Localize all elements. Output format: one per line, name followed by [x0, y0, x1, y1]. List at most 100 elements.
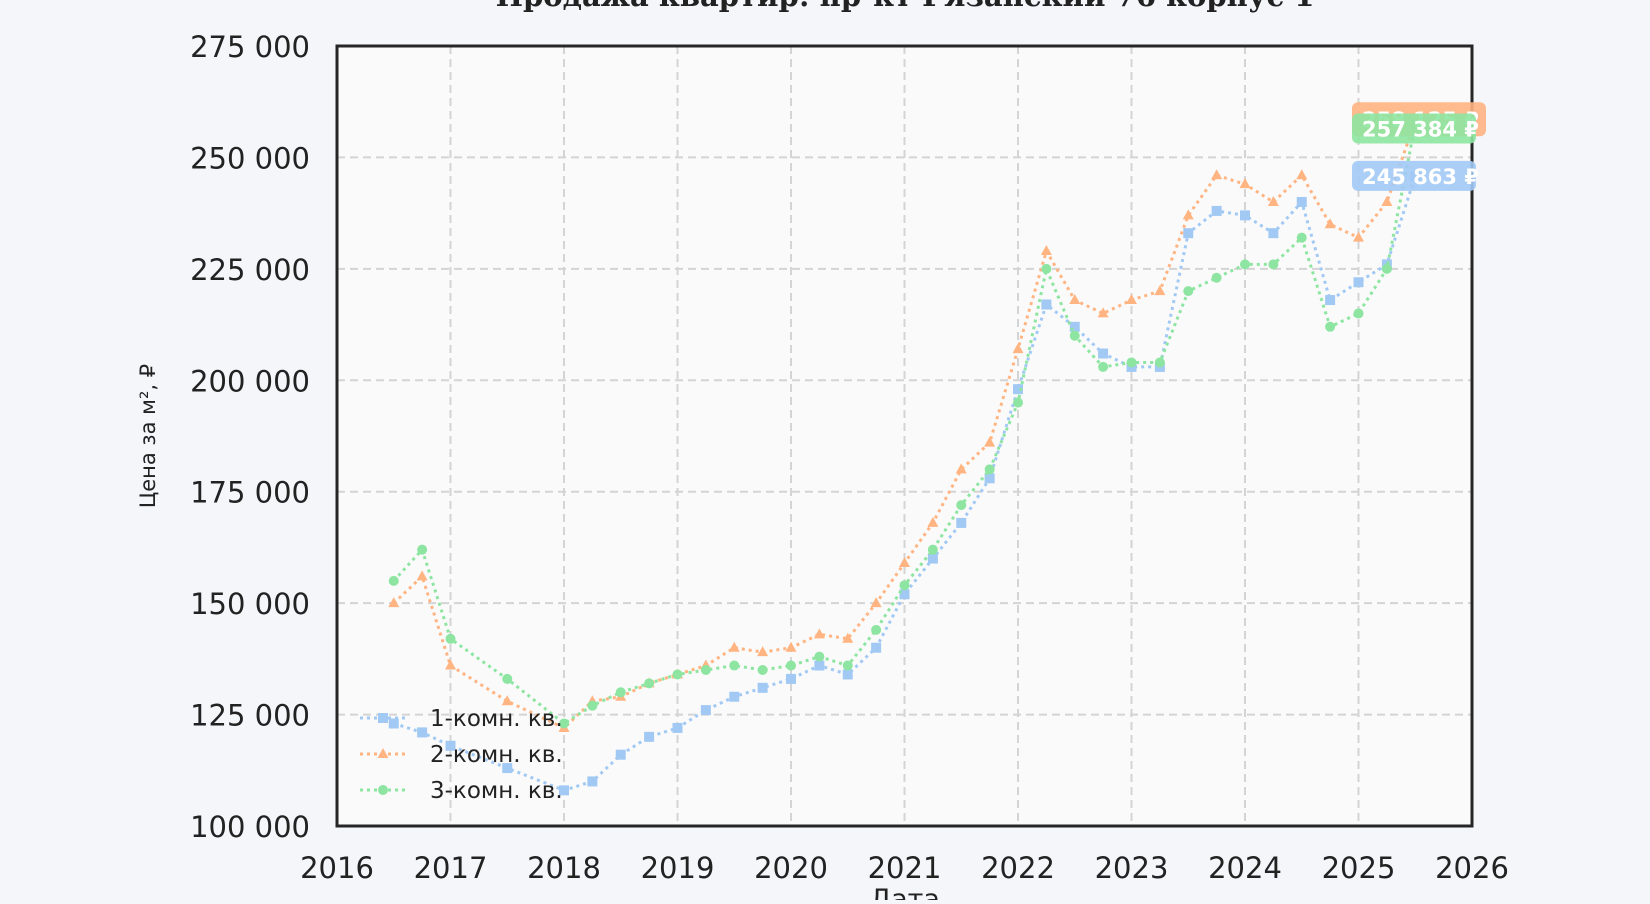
x-tick-label: 2025: [1322, 851, 1396, 885]
data-point: [1325, 321, 1336, 332]
data-point: [388, 597, 400, 608]
data-point: [1267, 196, 1279, 206]
data-point: [842, 669, 853, 680]
data-point: [1381, 196, 1393, 206]
legend-label: 2-комн. кв.: [430, 742, 563, 768]
data-point: [1069, 321, 1080, 332]
data-point: [378, 785, 388, 795]
data-point: [1126, 294, 1137, 305]
data-point: [1353, 231, 1364, 242]
data-point: [1012, 343, 1024, 354]
data-point: [644, 731, 655, 742]
data-point: [955, 463, 967, 474]
data-point: [1183, 228, 1194, 239]
data-point: [870, 597, 882, 608]
data-point: [1098, 348, 1109, 359]
data-point: [672, 669, 683, 680]
data-point: [871, 624, 882, 635]
x-tick-label: 2019: [641, 851, 715, 885]
end-value-label: 257 384 ₽: [1352, 113, 1479, 144]
y-tick-label: 225 000: [190, 253, 310, 287]
y-tick-label: 275 000: [190, 30, 310, 64]
legend-item: 3-комн. кв.: [360, 778, 563, 804]
x-axis: 2016 2017 2018 2019 2020 2021 2022 2023 2024 2025…: [300, 851, 1509, 885]
data-point: [956, 517, 967, 528]
x-tick-label: 2026: [1435, 851, 1509, 885]
data-point: [984, 436, 996, 447]
data-point: [1041, 263, 1052, 274]
data-point: [927, 553, 938, 564]
legend-item: 1-комн. кв.: [360, 706, 563, 732]
data-point: [378, 713, 388, 723]
data-point: [587, 776, 598, 787]
data-point: [956, 500, 967, 511]
data-point: [1240, 210, 1250, 221]
y-tick-label: 200 000: [190, 364, 310, 398]
data-point: [1268, 259, 1279, 270]
data-point: [388, 718, 399, 729]
data-point: [757, 682, 768, 693]
legend-label: 1-комн. кв.: [430, 706, 563, 732]
data-point: [871, 642, 882, 653]
y-tick-label: 250 000: [190, 141, 310, 175]
data-point: [814, 660, 825, 671]
y-tick-label: 100 000: [190, 810, 310, 844]
data-point: [729, 660, 740, 671]
data-point: [729, 691, 740, 702]
x-tick-label: 2016: [300, 851, 374, 885]
data-point: [1239, 178, 1251, 189]
data-point: [1296, 197, 1307, 207]
data-point: [899, 580, 910, 591]
y-tick-label: 125 000: [190, 699, 310, 733]
x-tick-label: 2023: [1095, 851, 1169, 885]
data-point: [615, 749, 626, 760]
data-point: [842, 660, 853, 671]
x-tick-label: 2024: [1208, 851, 1282, 885]
x-tick-label: 2017: [414, 851, 488, 885]
data-point: [1013, 397, 1023, 408]
data-point: [417, 544, 428, 555]
data-point: [1069, 330, 1080, 341]
data-point: [1126, 357, 1137, 368]
end-value-badge: [1352, 160, 1476, 191]
data-point: [842, 632, 854, 643]
data-point: [757, 646, 769, 657]
y-tick-label: 150 000: [190, 587, 310, 621]
data-point: [445, 740, 456, 751]
data-point: [1182, 209, 1194, 220]
data-point: [445, 659, 456, 670]
data-point: [786, 673, 796, 684]
x-tick-label: 2022: [981, 851, 1055, 885]
data-point: [1154, 285, 1166, 296]
data-point: [1154, 357, 1165, 368]
end-value-text: 245 863 ₽: [1362, 165, 1479, 189]
data-point: [1041, 299, 1052, 310]
data-point: [785, 641, 797, 652]
data-point: [1353, 277, 1364, 288]
end-value-label: 245 863 ₽: [1352, 160, 1479, 191]
data-point: [700, 705, 711, 716]
data-point: [388, 575, 399, 586]
y-axis: 100 000 125 000 150 000 175 000 200 000 225 0…: [190, 30, 310, 844]
data-point: [559, 718, 569, 729]
end-labels: 258 125 ₽257 384 ₽245 863 ₽: [1352, 102, 1486, 191]
end-value-badge: [1352, 113, 1476, 144]
data-point: [927, 516, 939, 527]
data-point: [1098, 361, 1109, 372]
data-point: [1211, 272, 1222, 283]
data-point: [813, 628, 825, 639]
data-point: [786, 660, 796, 671]
data-point: [700, 665, 711, 675]
data-point: [1013, 384, 1023, 395]
data-point: [502, 763, 513, 774]
data-point: [377, 748, 389, 758]
legend: 1-комн. кв. 2-комн. кв. 3-комн. кв.: [360, 706, 563, 804]
data-point: [728, 641, 740, 652]
data-point: [757, 665, 768, 675]
x-axis-label: Дата: [870, 884, 940, 900]
data-point: [1240, 259, 1250, 270]
data-point: [1183, 286, 1194, 297]
data-point: [644, 678, 655, 689]
data-point: [1211, 169, 1223, 180]
data-point: [1069, 294, 1081, 305]
